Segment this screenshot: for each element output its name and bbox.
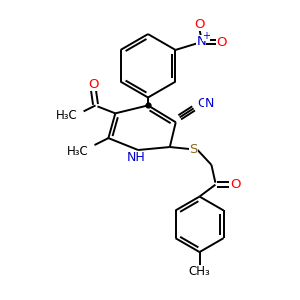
Text: S: S (189, 142, 198, 155)
Text: NH: NH (127, 152, 146, 164)
Text: N: N (205, 97, 214, 110)
Text: CH₃: CH₃ (189, 266, 210, 278)
Text: O: O (88, 78, 99, 91)
Text: O: O (216, 35, 226, 49)
Text: O: O (230, 178, 241, 191)
Text: N: N (196, 34, 206, 47)
Text: C: C (198, 97, 206, 110)
Text: +: + (202, 31, 210, 41)
Text: O: O (194, 18, 205, 31)
Text: H₃C: H₃C (67, 146, 88, 158)
Text: H₃C: H₃C (56, 109, 78, 122)
